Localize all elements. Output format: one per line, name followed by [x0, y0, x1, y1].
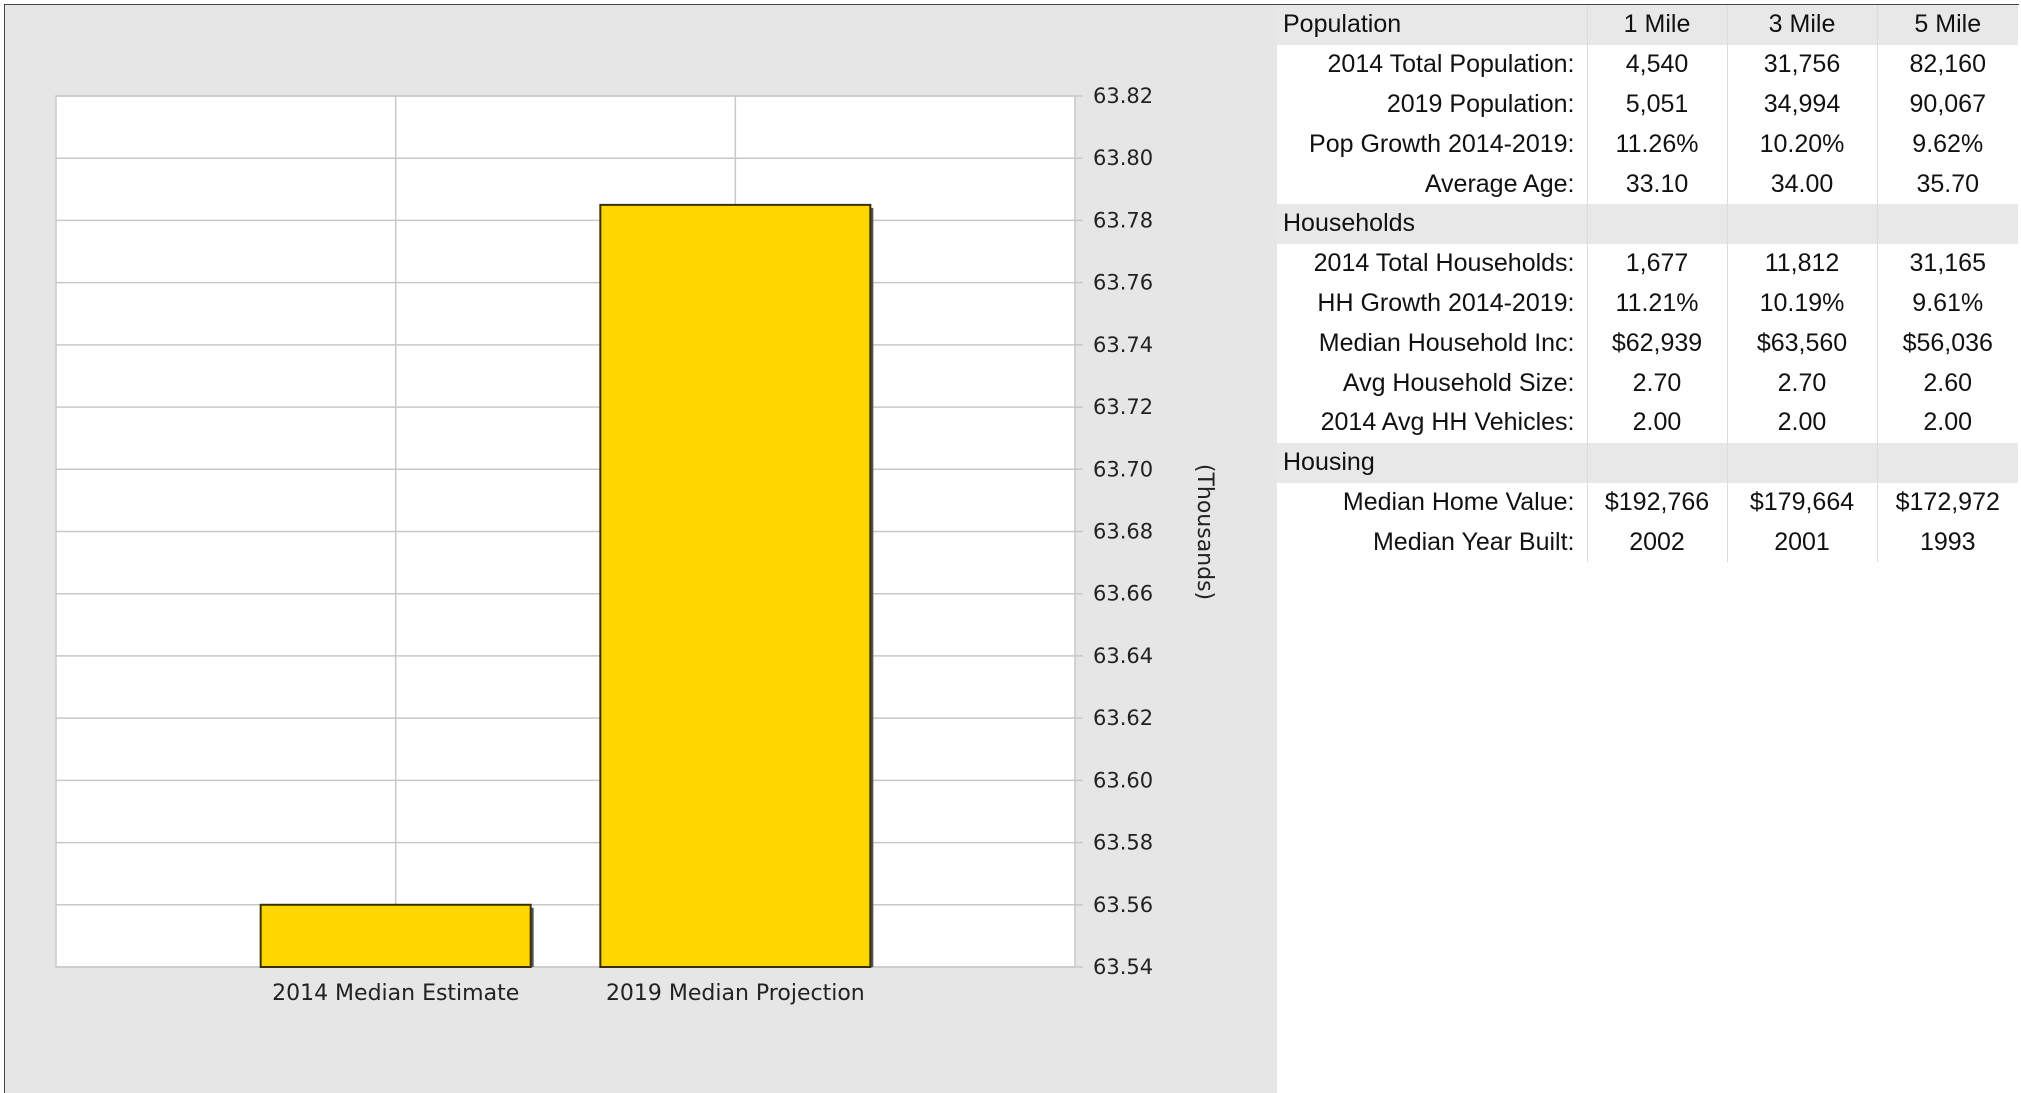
- table-row: 2014 Avg HH Vehicles: 2.00 2.00 2.00: [1277, 402, 2018, 443]
- row-value: 34.00: [1726, 164, 1877, 204]
- row-value: 33.10: [1586, 164, 1727, 204]
- column-header: 5 Mile: [1876, 5, 2018, 45]
- y-tick-label: 63.68: [1093, 520, 1153, 544]
- y-tick-label: 63.70: [1093, 457, 1153, 481]
- section-header-row: Housing: [1277, 442, 2018, 483]
- row-label: HH Growth 2014-2019:: [1317, 288, 1575, 317]
- row-value: 35.70: [1876, 164, 2018, 204]
- bar: [259, 903, 532, 968]
- row-value: $56,036: [1876, 323, 2018, 364]
- row-value: 2001: [1726, 522, 1877, 563]
- row-value: $172,972: [1876, 482, 2018, 523]
- row-value: 9.62%: [1876, 124, 2018, 165]
- row-value: 2.70: [1586, 363, 1727, 403]
- section-header-cell: [1586, 203, 1727, 244]
- row-value: $179,664: [1726, 482, 1877, 523]
- row-label: Median Household Inc:: [1318, 328, 1575, 357]
- section-header-cell: [1876, 442, 2018, 483]
- row-value: 90,067: [1876, 84, 2018, 125]
- row-value: 9.61%: [1876, 283, 2018, 324]
- section-header-row: Households: [1277, 203, 2018, 244]
- row-value: 10.20%: [1726, 124, 1877, 165]
- y-axis-title: (Thousands): [1192, 464, 1217, 600]
- row-label: Pop Growth 2014-2019:: [1309, 129, 1575, 158]
- row-value: 10.19%: [1726, 283, 1877, 324]
- row-value: 11.21%: [1586, 283, 1727, 324]
- row-value: 2.70: [1726, 363, 1877, 403]
- y-tick-label: 63.80: [1093, 146, 1153, 170]
- row-label: 2019 Population:: [1386, 89, 1575, 118]
- y-tick-label: 63.58: [1093, 831, 1153, 855]
- y-tick-label: 63.54: [1093, 955, 1153, 979]
- table-row: Avg Household Size: 2.70 2.70 2.60: [1277, 363, 2018, 403]
- section-header-cell: [1726, 442, 1877, 483]
- row-value: $62,939: [1586, 323, 1727, 364]
- demographics-panel: Population 1 Mile 3 Mile 5 Mile 2014 Total P…: [1277, 5, 2018, 1093]
- x-category-label: 2019 Median Projection: [606, 981, 865, 1006]
- chart-panel: 63.82 63.80 63.78 63.76 63.74 63.72 63.70 63.68…: [5, 5, 1277, 1093]
- row-value: 2.00: [1876, 402, 2018, 443]
- y-tick-label: 63.56: [1093, 893, 1153, 917]
- table-row: Median Household Inc: $62,939 $63,560 $56,0…: [1277, 323, 2018, 364]
- y-tick-label: 63.66: [1093, 582, 1153, 606]
- row-value: 31,756: [1726, 44, 1877, 85]
- y-tick-label: 63.76: [1093, 271, 1153, 295]
- bar: [599, 203, 872, 968]
- row-value: 5,051: [1586, 84, 1727, 125]
- y-tick-label: 63.64: [1093, 644, 1153, 668]
- y-tick-label: 63.82: [1093, 84, 1153, 108]
- section-title: Households: [1277, 203, 1587, 244]
- median-income-bar-chart: 63.82 63.80 63.78 63.76 63.74 63.72 63.70 63.68…: [55, 84, 1217, 1006]
- row-value: 82,160: [1876, 44, 2018, 85]
- plot-border: [55, 95, 1076, 968]
- row-label: 2014 Total Population:: [1327, 50, 1575, 79]
- row-label: 2014 Total Households:: [1313, 249, 1575, 278]
- row-label: Median Home Value:: [1342, 487, 1575, 516]
- y-tick-label: 63.74: [1093, 333, 1153, 357]
- row-label: Average Age:: [1424, 169, 1575, 198]
- row-value: $192,766: [1586, 482, 1727, 523]
- table-row: Average Age: 33.10 34.00 35.70: [1277, 164, 2018, 204]
- table-row: Median Year Built: 2002 2001 1993: [1277, 522, 2018, 563]
- demographics-table: Population 1 Mile 3 Mile 5 Mile 2014 Total P…: [1277, 5, 2018, 563]
- column-header: 3 Mile: [1726, 5, 1877, 45]
- row-value: 2002: [1586, 522, 1727, 563]
- row-value: 2.00: [1586, 402, 1727, 443]
- row-label: 2014 Avg HH Vehicles:: [1320, 408, 1575, 437]
- row-value: 34,994: [1726, 84, 1877, 125]
- section-title: Housing: [1277, 442, 1587, 483]
- row-label: Median Year Built:: [1372, 527, 1575, 556]
- row-value: 1,677: [1586, 243, 1727, 284]
- column-header: 1 Mile: [1586, 5, 1727, 45]
- table-row: 2014 Total Population: 4,540 31,756 82,160: [1277, 44, 2018, 85]
- row-value: 11,812: [1726, 243, 1877, 284]
- table-row: Pop Growth 2014-2019: 11.26% 10.20% 9.62%: [1277, 124, 2018, 165]
- y-tick-label: 63.78: [1093, 208, 1153, 232]
- row-value: 2.60: [1876, 363, 2018, 403]
- row-value: 4,540: [1586, 44, 1727, 85]
- section-header-cell: [1586, 442, 1727, 483]
- table-row: 2014 Total Households: 1,677 11,812 31,165: [1277, 243, 2018, 284]
- table-row: HH Growth 2014-2019: 11.21% 10.19% 9.61%: [1277, 283, 2018, 324]
- table-header-row: Population 1 Mile 3 Mile 5 Mile: [1277, 5, 2018, 45]
- row-value: 31,165: [1876, 243, 2018, 284]
- row-value: 1993: [1876, 522, 2018, 563]
- row-value: $63,560: [1726, 323, 1877, 364]
- table-row: 2019 Population: 5,051 34,994 90,067: [1277, 84, 2018, 125]
- row-value: 11.26%: [1586, 124, 1727, 165]
- y-tick-label: 63.60: [1093, 768, 1153, 792]
- section-header-cell: [1876, 203, 2018, 244]
- row-value: 2.00: [1726, 402, 1877, 443]
- table-row: Median Home Value: $192,766 $179,664 $172,9…: [1277, 482, 2018, 523]
- y-tick-label: 63.62: [1093, 706, 1153, 730]
- section-title: Population: [1277, 5, 1587, 45]
- section-header-cell: [1726, 203, 1877, 244]
- row-label: Avg Household Size:: [1342, 368, 1575, 397]
- x-category-label: 2014 Median Estimate: [272, 981, 519, 1006]
- y-tick-label: 63.72: [1093, 395, 1153, 419]
